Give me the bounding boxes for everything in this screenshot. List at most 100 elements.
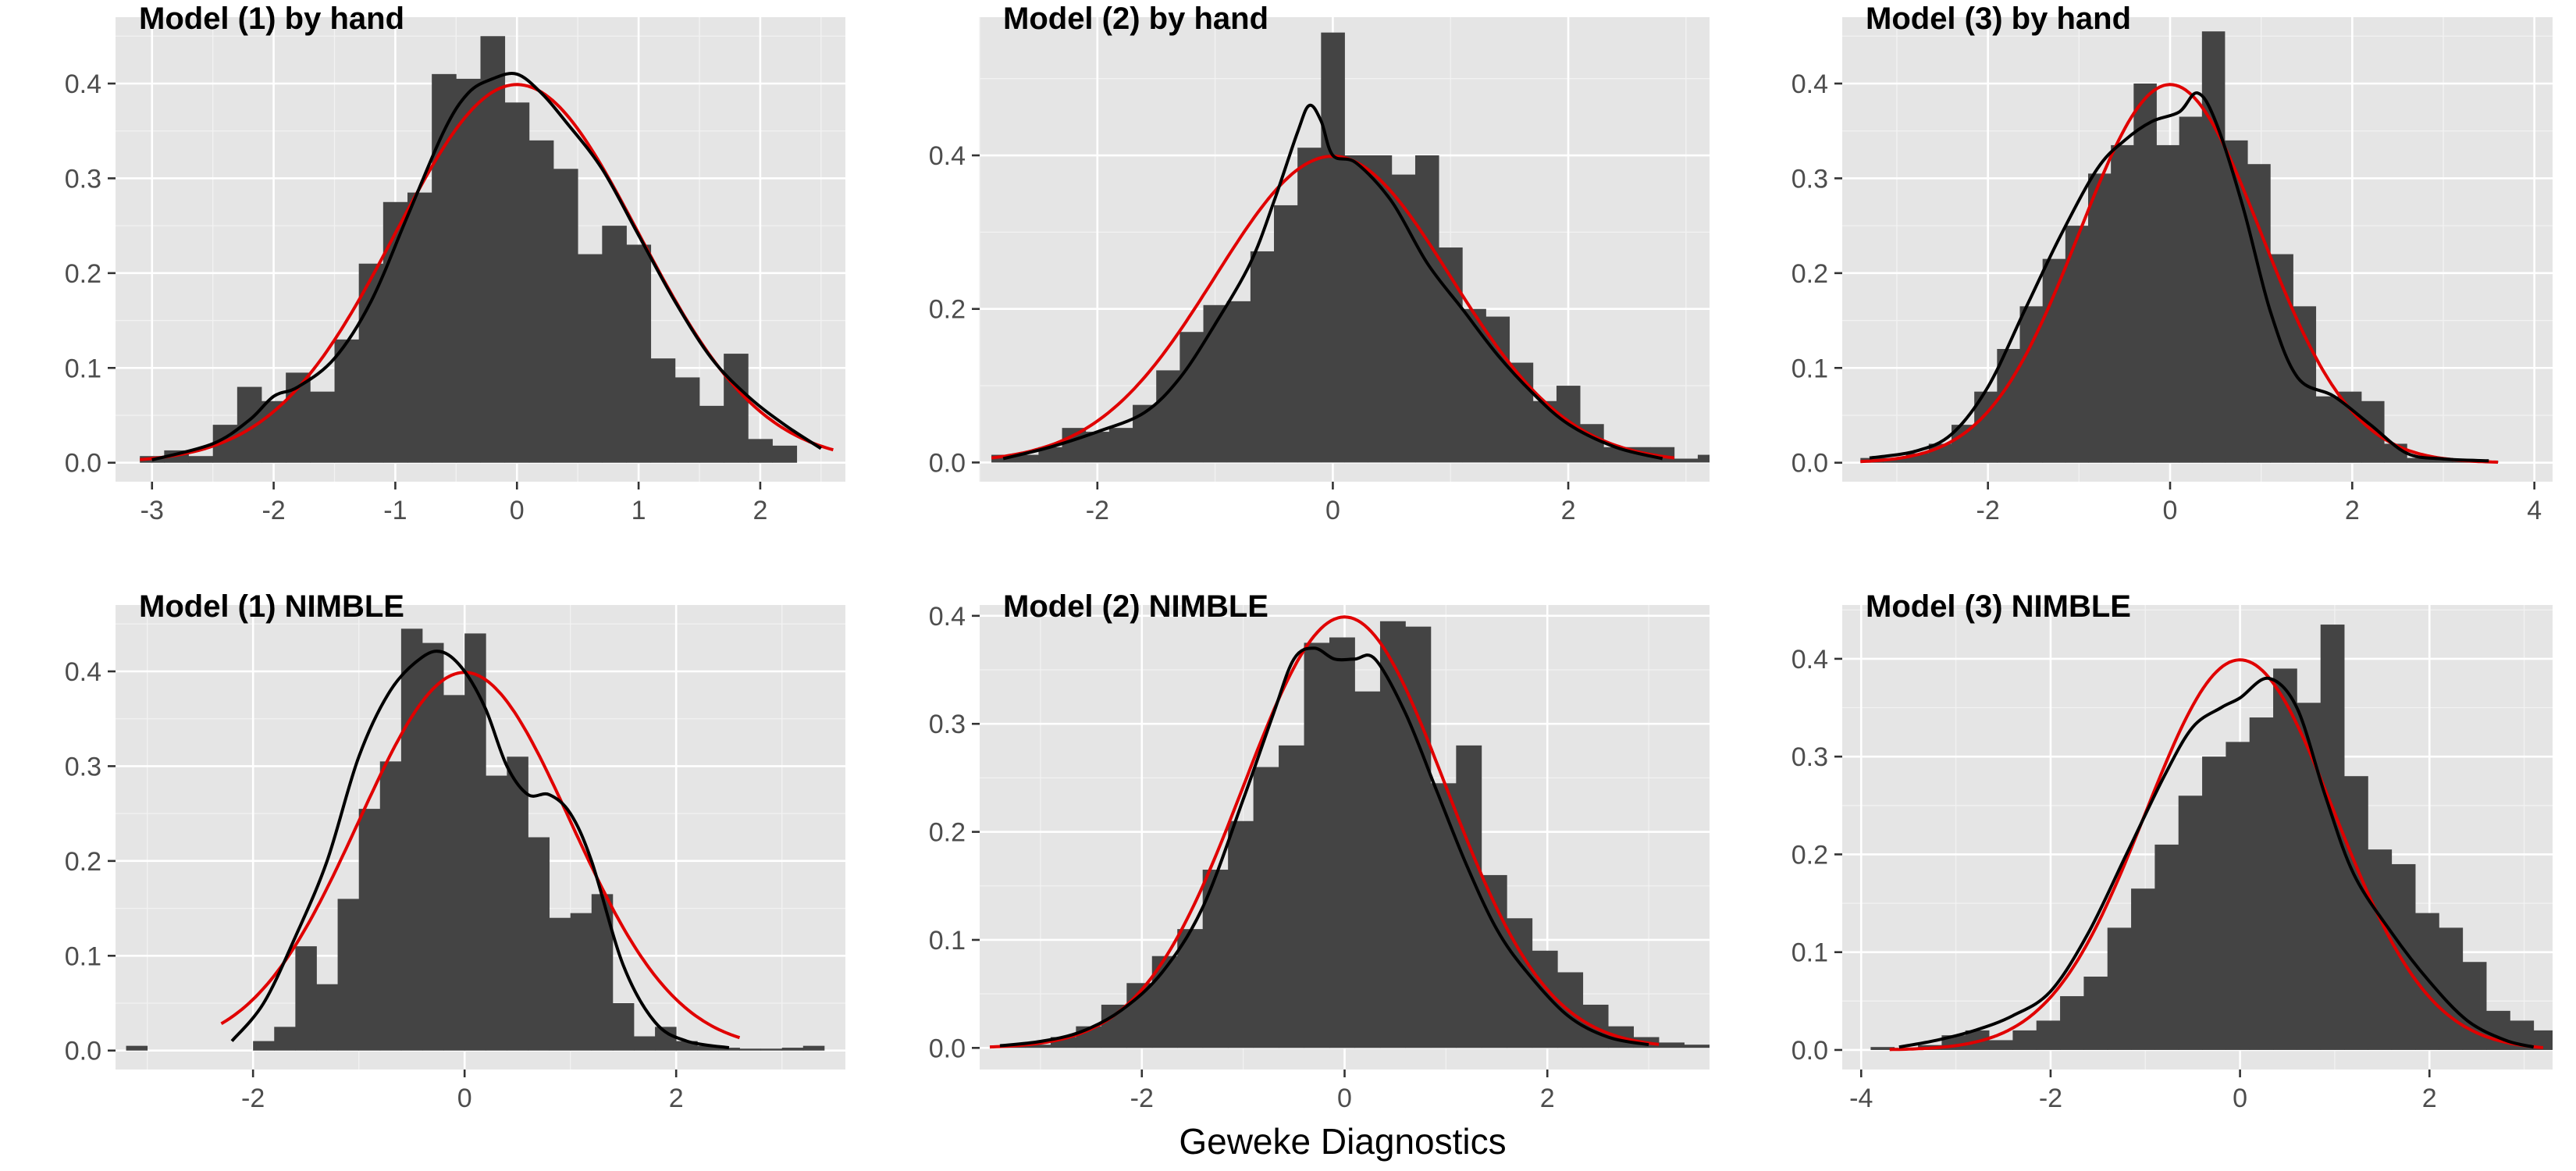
y-tick-label: 0.1 xyxy=(1791,938,1828,968)
histogram-bar xyxy=(1344,155,1369,463)
histogram-bar xyxy=(724,354,749,463)
histogram-bar xyxy=(1405,626,1432,1048)
histogram-bar xyxy=(456,78,481,463)
histogram-bar xyxy=(781,1048,804,1051)
y-tick-label: 0.2 xyxy=(929,295,966,325)
y-tick-label: 0.3 xyxy=(929,710,966,739)
chart-panel-4: -2 0 2 0.0 0.1 0.2 0.3 0.4 Model (1) NIMBLE xyxy=(65,589,845,1113)
y-tick-label: 0.1 xyxy=(65,941,101,971)
histogram-bar xyxy=(633,1036,656,1051)
histogram-bar xyxy=(2226,742,2250,1050)
histogram-bar xyxy=(126,1045,148,1051)
y-tick-label: 0.3 xyxy=(1791,742,1828,772)
x-tick-label: 1 xyxy=(632,496,646,525)
chart-panels: -3 -2 -1 0 1 2 0.0 0.1 0.2 0.3 0.4 Model (1) by han… xyxy=(65,2,2576,1113)
histogram-bar xyxy=(486,775,507,1051)
histogram-bar xyxy=(480,36,506,463)
y-tick-label: 0.3 xyxy=(65,752,101,781)
histogram-bar xyxy=(2154,844,2179,1050)
histogram-bar xyxy=(1379,621,1406,1048)
empirical-density-curve xyxy=(1869,91,2489,463)
y-tick-label: 0.4 xyxy=(65,657,101,687)
histogram-bar xyxy=(2415,913,2439,1050)
x-tick-label: 0 xyxy=(2233,1084,2247,1113)
histogram-bar xyxy=(2178,795,2203,1050)
histogram-bar xyxy=(443,695,465,1051)
histogram-bar xyxy=(2368,849,2393,1050)
panel-title: Model (1) NIMBLE xyxy=(139,589,404,624)
x-tick-label: 0 xyxy=(2163,496,2178,525)
normal-density-curve xyxy=(1889,658,2544,1052)
chart-panel-2: -2 0 2 0.0 0.2 0.4 Model (2) by hand xyxy=(929,2,1710,525)
histogram-bar xyxy=(2320,625,2345,1050)
y-tick-label: 0.0 xyxy=(929,448,966,478)
histogram-bar xyxy=(553,169,578,463)
plot-area xyxy=(1860,31,2499,464)
panel-title: Model (3) by hand xyxy=(1866,2,2131,36)
chart-panel-5: -2 0 2 0.0 0.1 0.2 0.3 0.4 Model (2) NIMBLE xyxy=(929,589,1710,1113)
plot-area xyxy=(989,615,1710,1049)
histogram-bar xyxy=(1659,1042,1685,1048)
histogram-bar xyxy=(1456,745,1482,1048)
x-tick-label: 2 xyxy=(669,1084,684,1113)
histogram-bar xyxy=(1253,767,1279,1048)
histogram-bar xyxy=(2270,254,2293,463)
histogram-bar xyxy=(334,339,360,463)
histogram-bar xyxy=(422,642,444,1051)
panel-title: Model (1) by hand xyxy=(139,2,404,36)
histogram-bar xyxy=(2060,996,2084,1050)
histogram-bar xyxy=(602,226,627,463)
histogram-bar xyxy=(1101,1004,1127,1048)
histogram-bar xyxy=(2273,668,2297,1050)
histogram-bar xyxy=(674,377,700,463)
histogram-bar xyxy=(802,1045,825,1051)
histogram-bar xyxy=(1108,428,1133,463)
x-tick-label: 2 xyxy=(753,496,767,525)
histogram-bar xyxy=(1603,447,1628,463)
histogram-bar xyxy=(2042,258,2066,463)
histogram-bar xyxy=(2088,173,2112,463)
histogram-bar xyxy=(464,633,486,1051)
histogram-bar xyxy=(2133,84,2157,463)
panel-title: Model (2) by hand xyxy=(1003,2,1268,36)
histogram-bar xyxy=(407,192,432,463)
histogram-bar xyxy=(1226,301,1251,463)
y-tick-label: 0.1 xyxy=(65,354,101,383)
x-tick-label: 4 xyxy=(2527,496,2542,525)
histogram-bar xyxy=(1321,32,1345,463)
histogram-bar xyxy=(2407,457,2430,463)
histogram-bar xyxy=(650,358,676,463)
empirical-density-curve xyxy=(1002,103,1663,461)
panel-title: Model (2) NIMBLE xyxy=(1003,589,1268,624)
y-tick-label: 0.4 xyxy=(1791,645,1828,674)
histogram-bar xyxy=(626,244,652,463)
histogram-bar xyxy=(2083,977,2108,1050)
histogram-bar xyxy=(1038,447,1062,463)
histogram-bar xyxy=(2391,863,2416,1050)
histogram-bar xyxy=(1462,308,1486,463)
x-tick-label: -4 xyxy=(1849,1084,1873,1113)
histogram-bar xyxy=(2249,717,2274,1050)
histogram-bar xyxy=(1870,1047,1895,1050)
histogram-bar xyxy=(1684,1045,1710,1048)
x-tick-label: -2 xyxy=(2039,1084,2062,1113)
histogram-bar xyxy=(2201,31,2226,463)
histogram-bar xyxy=(2036,1020,2061,1050)
histogram-bar xyxy=(2012,1030,2037,1050)
x-tick-label: 2 xyxy=(1540,1084,1555,1113)
histogram-bar xyxy=(188,456,214,463)
histogram-bar xyxy=(379,761,402,1051)
histogram-bar xyxy=(2019,306,2044,463)
histogram-bar xyxy=(1297,148,1322,463)
histogram-bar xyxy=(2557,1045,2576,1050)
histogram-bar xyxy=(2315,396,2339,463)
chart-panel-3: -2 0 2 4 0.0 0.1 0.2 0.3 0.4 Model (3) by hand xyxy=(1791,2,2553,525)
plot-area xyxy=(1870,625,2576,1052)
histogram-bar xyxy=(274,1027,296,1051)
chart-panel-1: -3 -2 -1 0 1 2 0.0 0.1 0.2 0.3 0.4 Model (1) by han… xyxy=(65,2,845,525)
histogram-bar xyxy=(1062,428,1087,463)
histogram-bar xyxy=(1329,637,1355,1048)
histogram-bar xyxy=(570,913,592,1051)
x-tick-label: 2 xyxy=(2422,1084,2437,1113)
plot-area xyxy=(140,36,834,463)
